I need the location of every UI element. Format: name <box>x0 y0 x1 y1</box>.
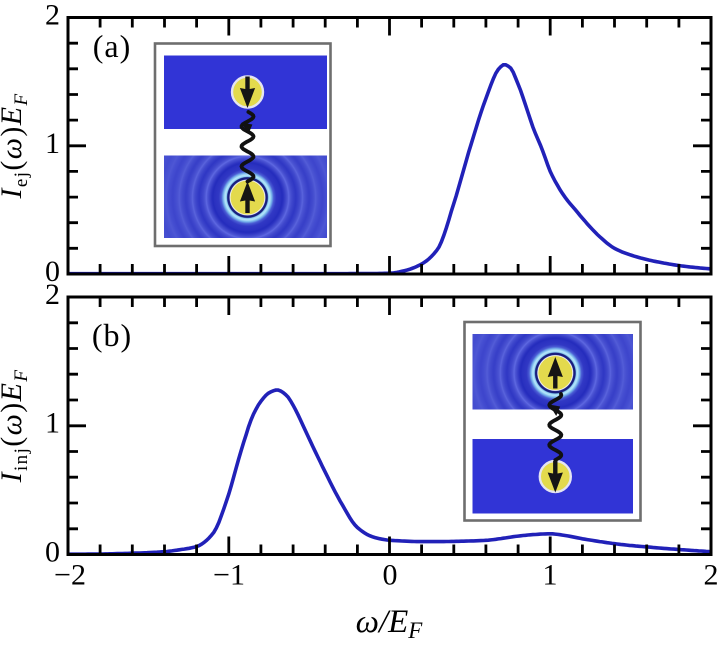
svg-text:1: 1 <box>45 127 60 160</box>
svg-text:1: 1 <box>543 559 558 592</box>
svg-text:Iej(ω)EF: Iej(ω)EF <box>0 92 32 199</box>
svg-text:Iinj(ω)EF: Iinj(ω)EF <box>0 369 32 484</box>
svg-text:−1: −1 <box>213 559 245 592</box>
svg-text:0: 0 <box>383 559 398 592</box>
svg-text:2: 2 <box>704 559 719 592</box>
svg-text:−2: −2 <box>54 559 86 592</box>
svg-text:0: 0 <box>45 255 60 288</box>
svg-text:(b): (b) <box>92 317 132 353</box>
svg-text:2: 2 <box>45 0 60 32</box>
svg-text:2: 2 <box>45 278 60 311</box>
svg-text:(a): (a) <box>93 28 132 64</box>
svg-text:0: 0 <box>45 536 60 569</box>
svg-text:1: 1 <box>45 407 60 440</box>
